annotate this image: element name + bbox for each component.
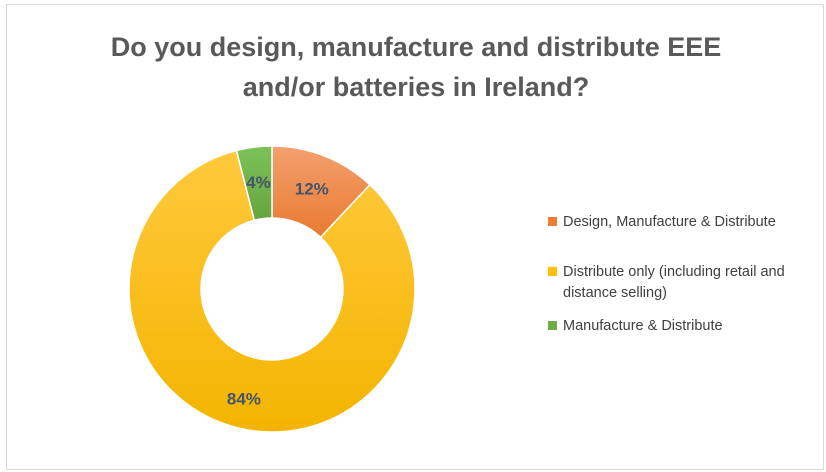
data-label-manufacture-distribute: 4% bbox=[246, 173, 271, 192]
legend-swatch-yellow bbox=[548, 267, 557, 276]
legend-label: Manufacture & Distribute bbox=[563, 318, 723, 334]
chart-title-line-2: and/or batteries in Ireland? bbox=[242, 72, 590, 102]
legend-item-manufacture-distribute: Manufacture & Distribute bbox=[548, 316, 818, 337]
data-label-distribute-only: 84% bbox=[227, 389, 261, 408]
legend-swatch-green bbox=[548, 321, 557, 330]
legend-label-line-1: Distribute only (including retail and bbox=[563, 264, 785, 280]
legend-label-line-2: distance selling) bbox=[563, 285, 667, 301]
legend: Design, Manufacture & Distribute Distrib… bbox=[548, 212, 818, 337]
slice-distribute-only bbox=[128, 149, 416, 433]
legend-label: Design, Manufacture & Distribute bbox=[563, 214, 776, 230]
legend-item-distribute-only: Distribute only (including retail and di… bbox=[548, 262, 818, 304]
data-label-design-manufacture-distribute: 12% bbox=[295, 180, 329, 199]
chart-title-line-1: Do you design, manufacture and distribut… bbox=[110, 32, 722, 62]
legend-item-design-manufacture-distribute: Design, Manufacture & Distribute bbox=[548, 212, 818, 233]
legend-swatch-orange bbox=[548, 217, 557, 226]
chart-title: Do you design, manufacture and distribut… bbox=[7, 27, 825, 107]
slice-manufacture-distribute bbox=[235, 145, 273, 222]
